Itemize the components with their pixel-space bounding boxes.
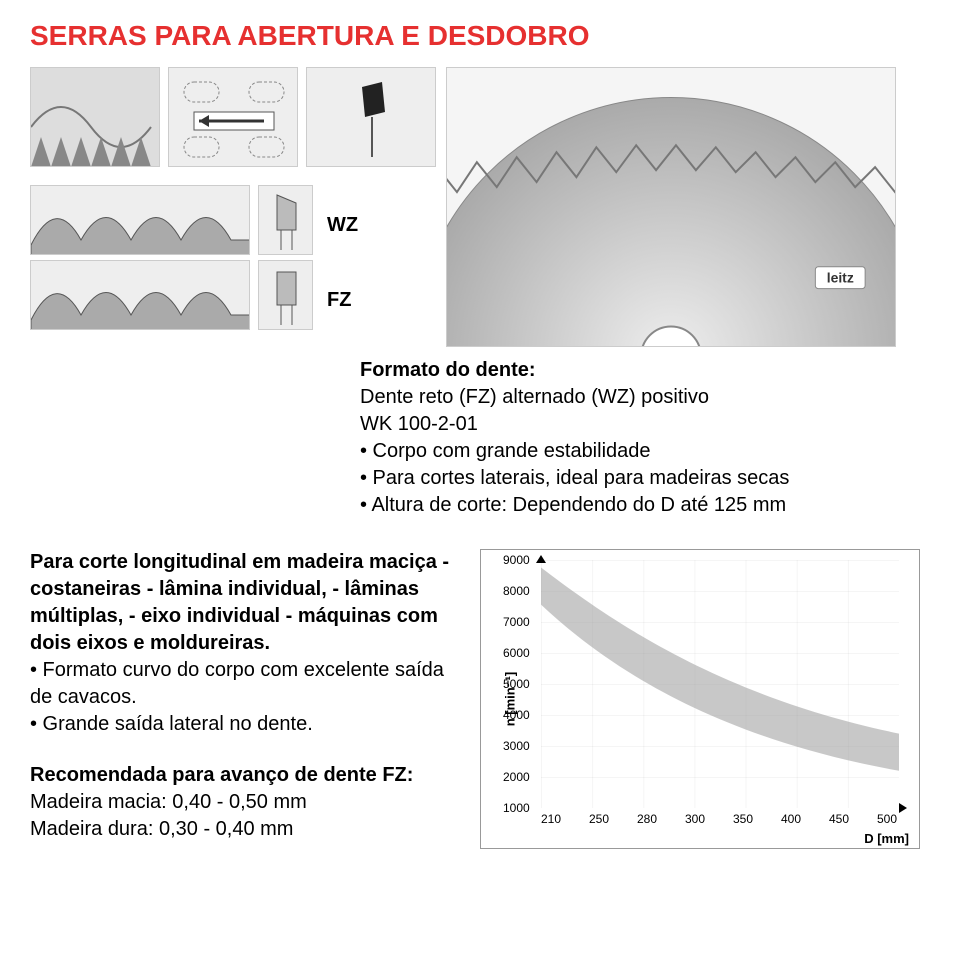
y-tick: 1000 [503, 801, 530, 815]
spec-bullet1: • Corpo com grande estabilidade [360, 438, 789, 465]
spec-section: Formato do dente: Dente reto (FZ) altern… [30, 357, 930, 519]
x-tick: 500 [877, 812, 897, 826]
x-tick: 350 [733, 812, 753, 826]
fz-label: FZ [327, 289, 351, 312]
x-tick: 400 [781, 812, 801, 826]
rec-line2: Madeira dura: 0,30 - 0,40 mm [30, 816, 460, 843]
x-tick: 300 [685, 812, 705, 826]
x-tick: 210 [541, 812, 561, 826]
diagram-feed [168, 67, 298, 167]
diagram-fz-profile [30, 260, 250, 330]
diagram-wz-profile [30, 185, 250, 255]
y-tick: 5000 [503, 677, 530, 691]
x-tick: 250 [589, 812, 609, 826]
spec-bullet2: • Para cortes laterais, ideal para madei… [360, 465, 789, 492]
spec-code: WK 100-2-01 [360, 411, 789, 438]
page-title: SERRAS PARA ABERTURA E DESDOBRO [30, 20, 930, 52]
para-usage: Para corte longitudinal em madeira maciç… [30, 549, 460, 657]
y-tick: 7000 [503, 615, 530, 629]
top-images-row: WZ FZ leitz [30, 67, 930, 347]
rpm-chart: n [min⁻¹] D [mm] 9000 8000 7000 6000 500… [480, 549, 920, 849]
spec-text: Formato do dente: Dente reto (FZ) altern… [360, 357, 789, 519]
bottom-text: Para corte longitudinal em madeira maciç… [30, 549, 460, 849]
bottom-section: Para corte longitudinal em madeira maciç… [30, 549, 930, 849]
x-axis-label: D [mm] [864, 831, 909, 846]
y-tick: 2000 [503, 770, 530, 784]
top-left-group: WZ FZ [30, 67, 436, 347]
spec-bullet3: • Altura de corte: Dependendo do D até 1… [360, 492, 789, 519]
rec-line1: Madeira macia: 0,40 - 0,50 mm [30, 789, 460, 816]
tooth-diagrams: WZ FZ [30, 185, 436, 330]
spec-line1: Dente reto (FZ) alternado (WZ) positivo [360, 384, 789, 411]
diagram-fz-tip [258, 260, 313, 330]
diagram-saw-closeup [30, 67, 160, 167]
spec-heading: Formato do dente: [360, 359, 536, 381]
brand-label: leitz [827, 270, 854, 286]
y-tick: 3000 [503, 739, 530, 753]
x-axis-arrow-icon [899, 803, 907, 813]
wz-label: WZ [327, 214, 358, 237]
y-tick: 9000 [503, 553, 530, 567]
y-tick: 4000 [503, 708, 530, 722]
y-tick: 8000 [503, 584, 530, 598]
bottom-bullet1: • Formato curvo do corpo com excelente s… [30, 657, 460, 711]
x-tick: 280 [637, 812, 657, 826]
diagram-blade-tip [306, 67, 436, 167]
y-tick: 6000 [503, 646, 530, 660]
diagram-wz-tip [258, 185, 313, 255]
chart-plot-area [541, 560, 899, 808]
rec-head: Recomendada para avanço de dente FZ: [30, 762, 460, 789]
bottom-bullet2: • Grande saída lateral no dente. [30, 711, 460, 738]
sawblade-photo: leitz [446, 67, 896, 347]
x-tick: 450 [829, 812, 849, 826]
